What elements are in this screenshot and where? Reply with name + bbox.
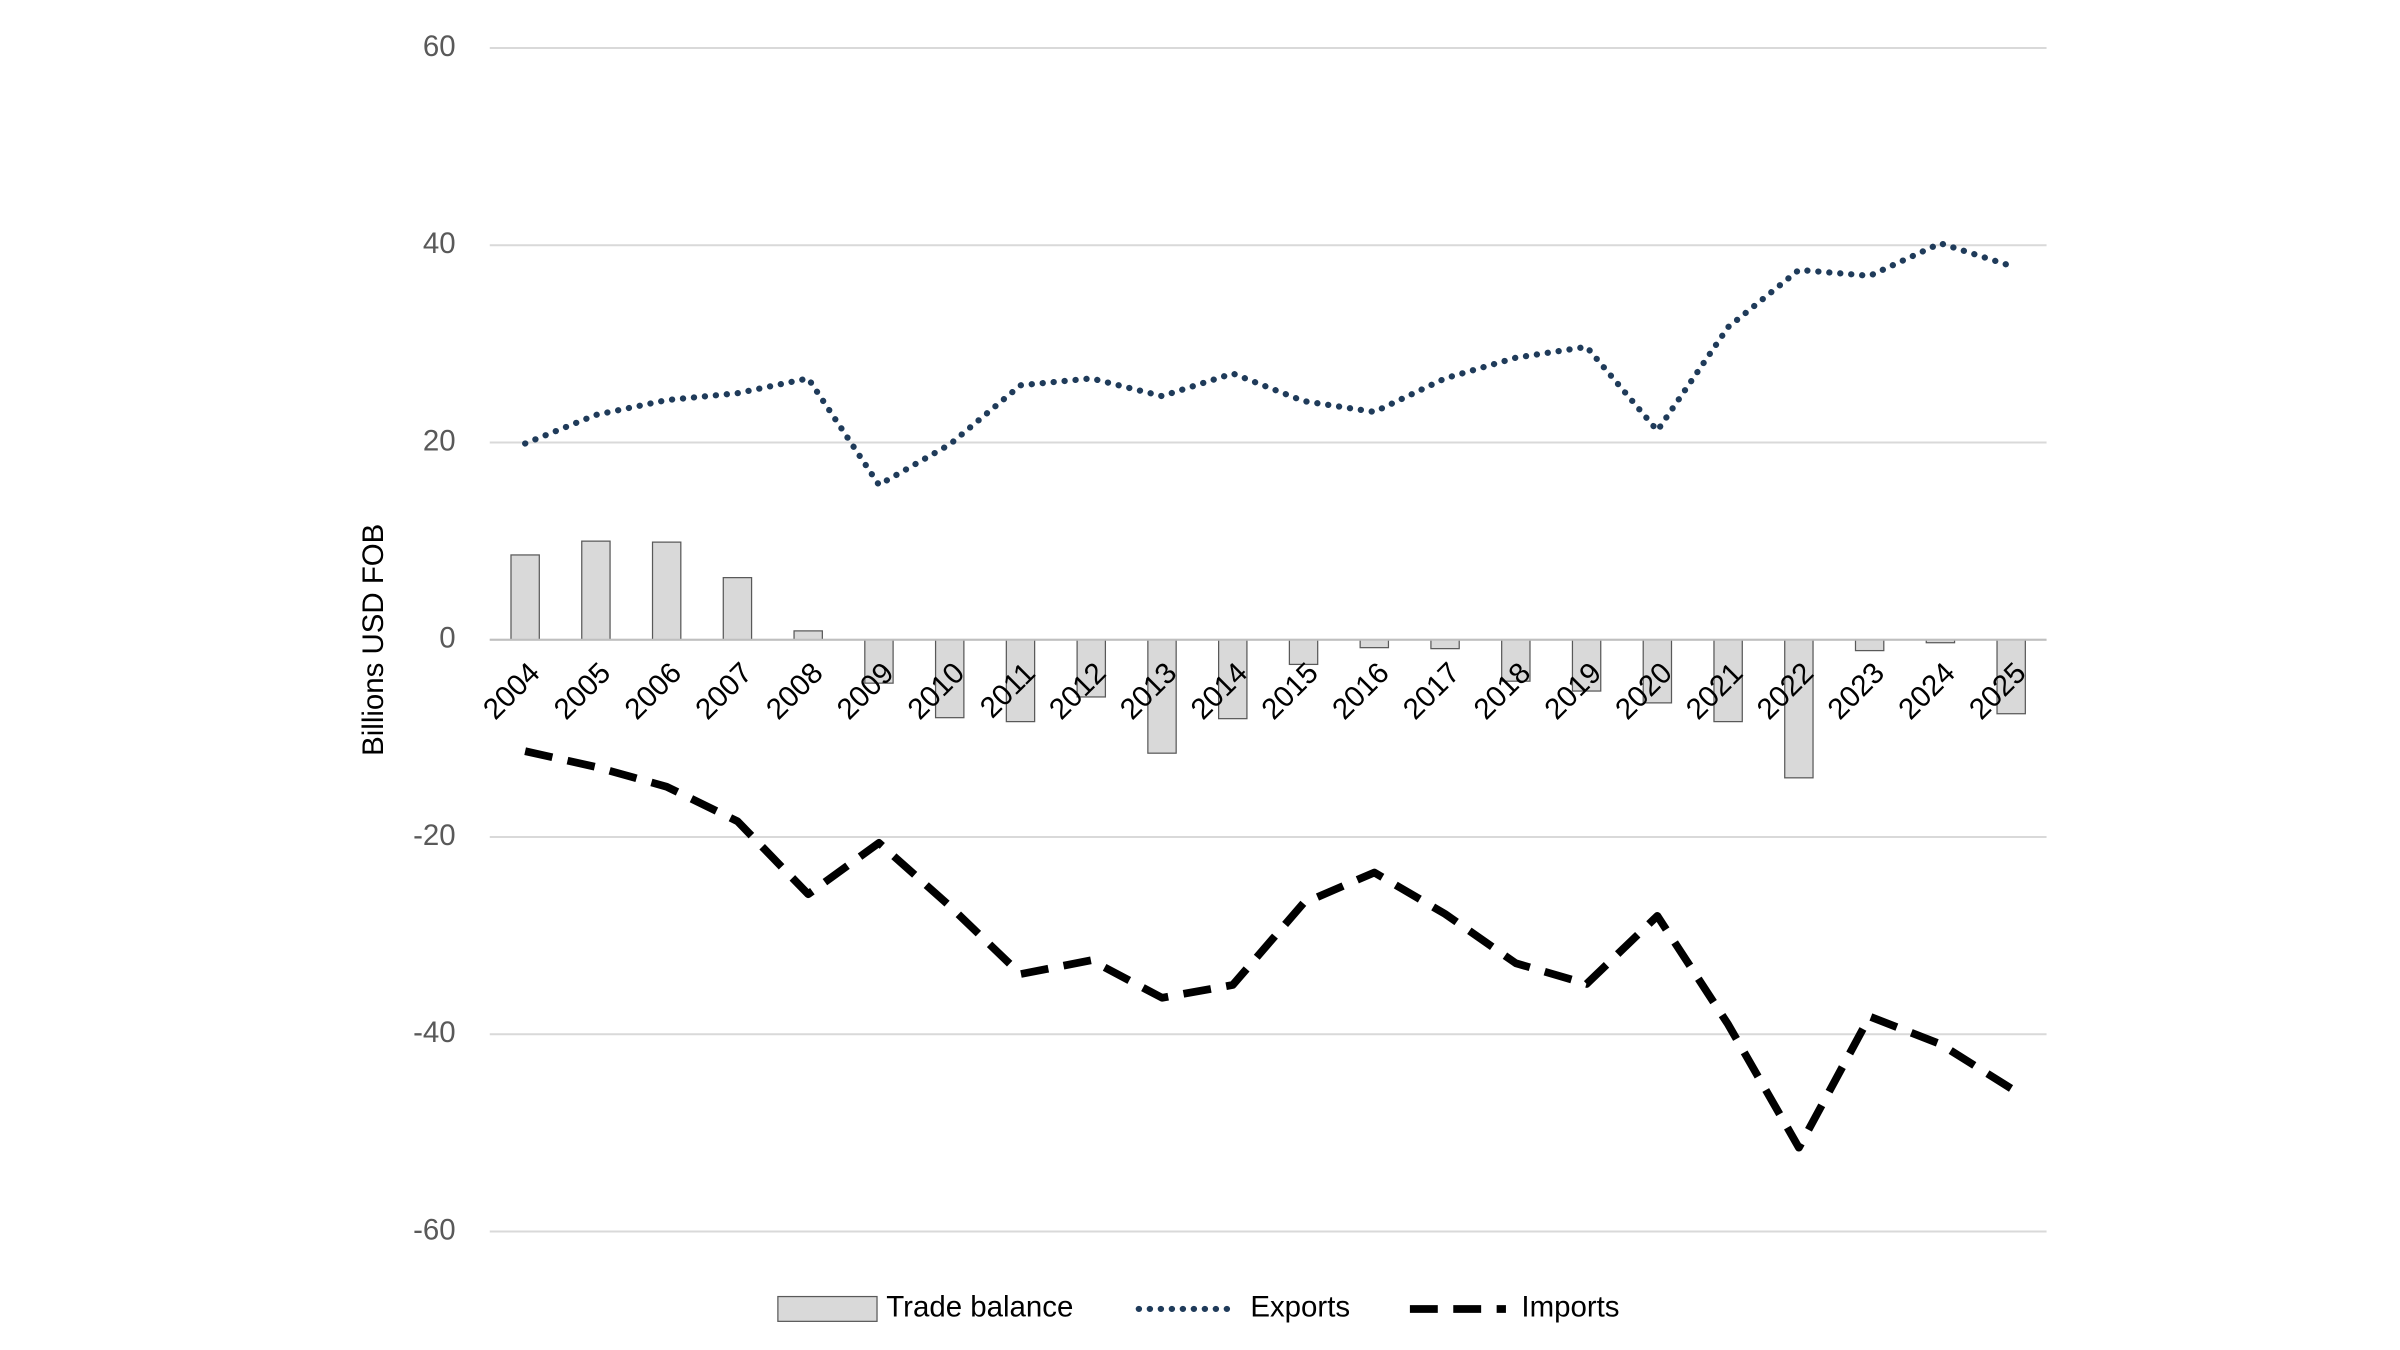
line — [522, 240, 2015, 489]
y-tick-label: -40 — [413, 1016, 456, 1049]
x-tick-label: 2007 — [689, 656, 759, 726]
line — [524, 747, 2014, 1152]
bar — [1996, 639, 2026, 715]
bar — [793, 630, 823, 641]
x-tick-label: 2006 — [618, 656, 688, 726]
bar — [510, 554, 540, 641]
x-tick-label: 2016 — [1326, 656, 1396, 726]
y-tick-label: 60 — [423, 30, 456, 63]
x-tick-label: 2024 — [1892, 656, 1962, 726]
bar — [1713, 639, 1743, 723]
x-tick-label: 2004 — [477, 656, 547, 726]
x-tick-label: 2017 — [1397, 656, 1467, 726]
y-tick-label: 20 — [423, 424, 456, 457]
y-tick-label: 40 — [423, 227, 456, 260]
bar — [581, 540, 611, 641]
x-tick-label: 2023 — [1821, 656, 1891, 726]
bar — [1854, 639, 1885, 652]
y-tick-label: -20 — [413, 819, 456, 852]
bar — [864, 639, 894, 684]
bar — [1076, 639, 1107, 698]
bar — [1642, 639, 1673, 704]
y-axis-label: Billions USD FOB — [357, 524, 390, 756]
bar — [1005, 639, 1036, 723]
x-tick-label: 2015 — [1255, 656, 1325, 726]
bar — [722, 577, 753, 641]
bar — [1501, 639, 1531, 682]
bar — [934, 639, 965, 719]
x-tick-label: 2005 — [548, 656, 618, 726]
bar — [1218, 639, 1248, 720]
bar — [1571, 639, 1602, 692]
legend-label: Trade balance — [886, 1291, 1073, 1324]
bar — [1430, 639, 1460, 650]
y-tick-label: -60 — [413, 1213, 456, 1246]
y-tick-label: 0 — [439, 622, 455, 655]
legend-label: Exports — [1250, 1291, 1350, 1324]
bar — [1784, 639, 1814, 779]
legend-swatch — [777, 1295, 878, 1322]
legend-label: Imports — [1521, 1291, 1619, 1324]
bar — [1359, 639, 1390, 649]
bar — [651, 541, 682, 641]
bar — [1147, 639, 1177, 754]
x-tick-label: 2008 — [760, 656, 830, 726]
bar — [1288, 639, 1319, 666]
